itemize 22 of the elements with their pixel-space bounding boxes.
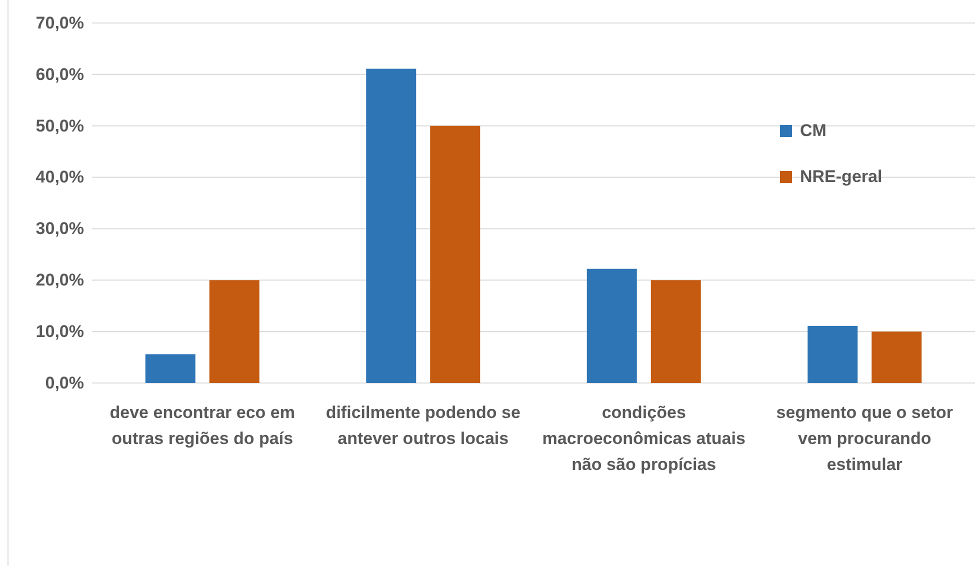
y-tick-label: 60,0% [36,64,84,84]
bar [430,126,480,383]
bar [209,280,260,383]
y-tick-label: 70,0% [36,13,84,32]
x-tick-label: dificilmente podendo se antever outros locais [326,403,520,448]
bar [145,354,196,383]
legend-label: CM [800,121,826,140]
x-tick-label: condições macroeconômicas atuais não são propícias [542,403,746,474]
x-tick-label: deve encontrar eco em outras regiões do país [110,403,295,448]
y-tick-label: 10,0% [36,322,84,342]
y-tick-label: 50,0% [36,116,84,136]
x-tick-label: segmento que o setor vem procurando estimular [776,403,954,474]
y-tick-label: 0,0% [45,373,84,392]
y-tick-label: 40,0% [36,168,84,187]
legend-label: NRE-geral [800,167,882,186]
bar [650,280,701,383]
y-tick-label: 20,0% [36,270,84,290]
bar [808,326,858,383]
bar [586,268,637,383]
bar [366,68,416,383]
y-tick-label: 30,0% [36,219,84,238]
bar [872,332,922,383]
